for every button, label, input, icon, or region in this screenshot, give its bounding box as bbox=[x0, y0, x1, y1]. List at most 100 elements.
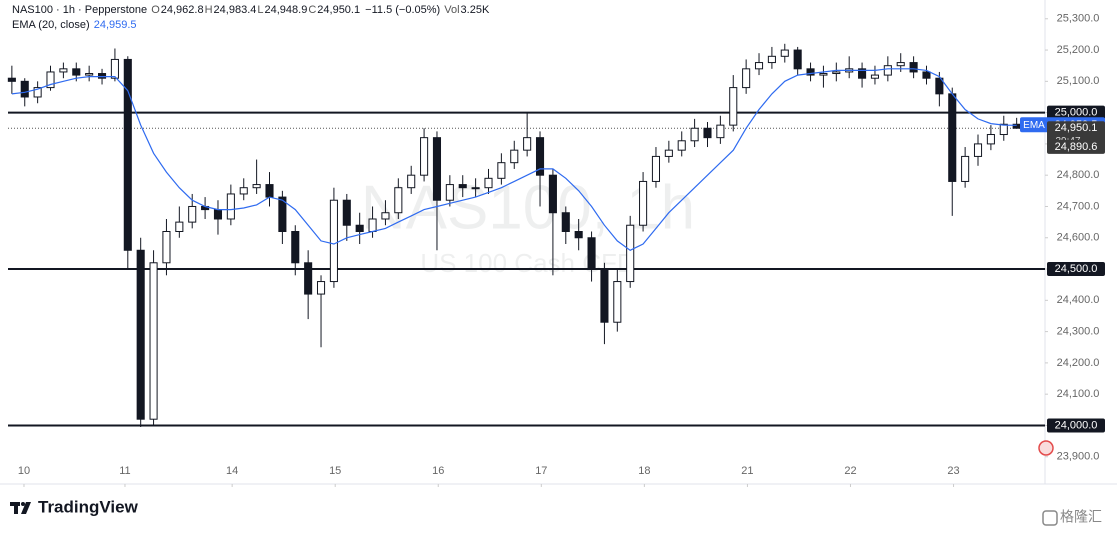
ohlc-value: 24,948.9 bbox=[264, 4, 308, 16]
legend: NAS100 · 1h · Pepperstone O24,962.8H24,9… bbox=[12, 3, 490, 33]
candle-body bbox=[651, 155, 661, 182]
candle-body bbox=[883, 65, 892, 76]
candle-body bbox=[136, 249, 145, 420]
candle-body bbox=[278, 196, 287, 233]
candle-body bbox=[85, 73, 94, 76]
candle-body bbox=[922, 71, 931, 79]
ohlc-label: O bbox=[151, 4, 160, 16]
symbol[interactable]: NAS100 · 1h · Pepperstone bbox=[12, 4, 148, 16]
volume: 3.25K bbox=[460, 4, 490, 16]
candle-body bbox=[420, 137, 429, 176]
candle-body bbox=[690, 127, 699, 142]
candle-body bbox=[46, 71, 55, 89]
candle-body bbox=[973, 143, 983, 157]
candle-body bbox=[72, 68, 81, 76]
y-tick-label: 24,200.0 bbox=[1057, 357, 1100, 369]
candle-body bbox=[767, 55, 776, 64]
candle-body bbox=[226, 193, 235, 220]
x-tick-label: 23 bbox=[947, 465, 959, 477]
volume-label: Vol bbox=[444, 4, 460, 16]
watermark-icon bbox=[1042, 510, 1058, 526]
y-tick-label: 23,900.0 bbox=[1057, 451, 1100, 463]
candle-body bbox=[368, 218, 377, 232]
x-tick-label: 14 bbox=[226, 465, 238, 477]
extra-price-label: 24,890.6 bbox=[1055, 141, 1098, 153]
y-tick-label: 25,300.0 bbox=[1057, 13, 1100, 25]
level-label: 25,000.0 bbox=[1055, 107, 1098, 119]
candle-body bbox=[304, 262, 313, 295]
candle-body bbox=[948, 93, 957, 182]
candle-body bbox=[252, 184, 261, 189]
ohlc-row: NAS100 · 1h · Pepperstone O24,962.8H24,9… bbox=[12, 3, 490, 18]
candle-body bbox=[7, 77, 16, 82]
x-tick-label: 17 bbox=[535, 465, 547, 477]
level-label: 24,000.0 bbox=[1055, 419, 1098, 431]
y-tick-label: 24,600.0 bbox=[1057, 232, 1100, 244]
alert-icon[interactable] bbox=[1038, 440, 1054, 456]
candle-body bbox=[316, 281, 326, 295]
candle-body bbox=[742, 68, 751, 89]
candle-body bbox=[664, 149, 673, 157]
candle-body bbox=[999, 123, 1008, 136]
candle-body bbox=[20, 80, 29, 98]
candle-body bbox=[548, 174, 557, 214]
candle-body bbox=[458, 184, 467, 189]
level-label-box bbox=[1047, 418, 1105, 433]
candle-body bbox=[432, 137, 442, 201]
candle-body bbox=[909, 62, 918, 73]
candle-body bbox=[639, 180, 648, 226]
candle-body bbox=[265, 184, 274, 198]
candle-body bbox=[793, 49, 802, 70]
ema-row: EMA (20, close) 24,959.5 bbox=[12, 18, 490, 33]
candle-body bbox=[870, 74, 880, 79]
last-price-label: 24,950.1 bbox=[1055, 122, 1098, 134]
candle-body bbox=[355, 224, 364, 232]
ema-name[interactable]: EMA (20, close) bbox=[12, 19, 90, 31]
level-label: 24,500.0 bbox=[1055, 263, 1098, 275]
candle-body bbox=[729, 87, 738, 126]
candle-body bbox=[986, 134, 995, 145]
ohlc-value: 24,962.8 bbox=[160, 4, 204, 16]
candle-body bbox=[33, 87, 42, 98]
candle-body bbox=[535, 137, 545, 176]
candle-body bbox=[188, 205, 197, 223]
candle-body bbox=[407, 174, 416, 189]
source-watermark: 格隆汇 bbox=[1060, 509, 1102, 525]
candle-body bbox=[213, 209, 223, 220]
ohlc-value: 24,983.4 bbox=[213, 4, 257, 16]
ohlc: O24,962.8H24,983.4L24,948.9C24,950.1 bbox=[151, 4, 361, 16]
candle-body bbox=[819, 73, 828, 76]
candle-body bbox=[291, 231, 300, 264]
candle-body bbox=[780, 49, 789, 57]
candle-body bbox=[471, 187, 480, 190]
candle-body bbox=[445, 184, 454, 201]
ema-value: 24,959.5 bbox=[93, 19, 137, 31]
y-tick-label: 24,400.0 bbox=[1057, 294, 1100, 306]
candle-body bbox=[497, 162, 506, 179]
candle-body bbox=[162, 231, 171, 264]
y-tick-label: 24,700.0 bbox=[1057, 200, 1100, 212]
candle-body bbox=[574, 231, 583, 239]
candle-body bbox=[716, 124, 725, 139]
ema-badge: EMA bbox=[1023, 120, 1045, 131]
x-tick-label: 15 bbox=[329, 465, 341, 477]
y-tick-label: 25,200.0 bbox=[1057, 44, 1100, 56]
tv-logo-icon bbox=[10, 502, 31, 514]
candle-body bbox=[175, 221, 184, 233]
candle-body bbox=[561, 212, 570, 233]
candle-body bbox=[239, 187, 248, 195]
candle-body bbox=[613, 281, 622, 323]
candle-body bbox=[523, 137, 532, 151]
x-tick-label: 21 bbox=[741, 465, 753, 477]
x-tick-label: 10 bbox=[18, 465, 30, 477]
y-tick-label: 24,800.0 bbox=[1057, 169, 1100, 181]
extra-price-box bbox=[1047, 139, 1105, 154]
ohlc-label: H bbox=[204, 4, 213, 16]
candle-body bbox=[329, 199, 338, 283]
candle-body bbox=[896, 62, 905, 67]
x-tick-label: 11 bbox=[119, 465, 130, 477]
candle-body bbox=[754, 62, 764, 70]
tv-logo: TradingView bbox=[38, 497, 139, 516]
candle-body bbox=[484, 177, 493, 189]
